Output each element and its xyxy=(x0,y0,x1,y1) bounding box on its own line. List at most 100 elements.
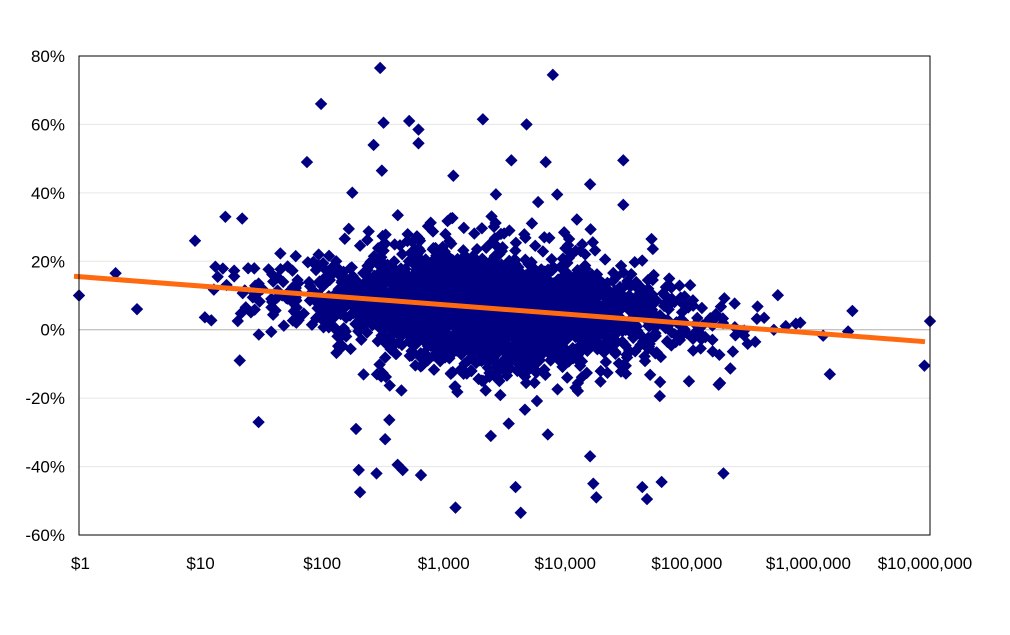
data-point xyxy=(525,256,538,269)
data-point xyxy=(393,239,407,252)
data-point xyxy=(388,337,401,351)
trendline xyxy=(73,273,926,345)
data-point xyxy=(628,256,641,269)
data-point xyxy=(344,262,357,275)
data-point xyxy=(566,305,580,319)
data-point xyxy=(451,385,464,399)
data-point xyxy=(741,337,754,351)
data-point xyxy=(389,347,402,361)
data-point xyxy=(547,336,560,349)
data-point xyxy=(413,234,427,247)
data-point xyxy=(536,245,550,258)
data-point xyxy=(419,304,432,317)
data-point xyxy=(519,336,533,350)
data-point xyxy=(502,288,515,302)
data-point xyxy=(686,299,700,312)
x-tick-label: $10 xyxy=(186,554,214,573)
data-point xyxy=(494,227,508,241)
data-point xyxy=(547,277,560,290)
data-point-outlier xyxy=(617,198,630,212)
data-point-outlier xyxy=(846,304,859,318)
data-point xyxy=(653,389,667,403)
data-point xyxy=(471,283,484,296)
data-point xyxy=(682,375,696,388)
data-point xyxy=(468,227,481,240)
data-point xyxy=(706,333,719,347)
data-point xyxy=(387,255,401,268)
data-point xyxy=(562,355,575,368)
data-point xyxy=(441,292,454,306)
data-point xyxy=(695,301,709,315)
data-point xyxy=(494,388,507,402)
data-point xyxy=(586,317,599,331)
data-point xyxy=(452,270,465,284)
data-point xyxy=(315,301,328,315)
data-point xyxy=(588,244,602,257)
data-point xyxy=(248,303,261,316)
data-point-outlier xyxy=(514,506,527,519)
data-point xyxy=(590,268,604,281)
data-point xyxy=(601,283,614,297)
data-point xyxy=(421,354,435,367)
y-axis-tick-labels: 80% 60% 40% 20% 0% -20% -40% -60% xyxy=(25,47,65,545)
data-point xyxy=(488,350,501,363)
data-point xyxy=(644,295,658,308)
data-point xyxy=(629,275,643,289)
data-point xyxy=(227,264,241,277)
data-point xyxy=(527,341,540,354)
data-point-outlier xyxy=(300,155,314,169)
data-point xyxy=(750,312,764,325)
data-point xyxy=(584,223,597,236)
data-point xyxy=(570,324,584,337)
data-point xyxy=(571,344,584,358)
data-point xyxy=(638,350,651,363)
data-point xyxy=(333,301,347,315)
data-point-outlier xyxy=(505,154,518,167)
data-point xyxy=(594,313,607,327)
data-point xyxy=(601,276,614,290)
data-point-outlier xyxy=(412,137,425,150)
data-point xyxy=(479,384,492,397)
data-point xyxy=(510,294,523,307)
data-point-outlier xyxy=(349,422,363,436)
data-point xyxy=(365,275,379,288)
data-point xyxy=(545,253,558,266)
data-point xyxy=(584,301,597,314)
data-point xyxy=(686,332,700,345)
data-point-outlier xyxy=(590,491,603,504)
data-point xyxy=(547,260,560,274)
x-tick-label: $1 xyxy=(71,554,90,573)
data-point xyxy=(477,353,490,366)
data-point xyxy=(489,371,503,384)
data-point xyxy=(361,263,374,277)
data-point xyxy=(434,322,447,336)
data-point xyxy=(588,291,602,305)
data-point xyxy=(586,236,600,249)
data-point xyxy=(198,311,212,324)
data-point xyxy=(529,239,542,252)
data-point-outlier xyxy=(396,463,409,477)
data-point-outlier xyxy=(314,97,328,111)
data-point xyxy=(427,363,441,376)
data-point xyxy=(718,292,731,305)
data-point xyxy=(505,258,518,271)
data-point xyxy=(297,307,310,320)
data-point xyxy=(442,277,455,291)
data-point xyxy=(591,342,604,356)
data-point xyxy=(562,232,576,246)
data-point xyxy=(453,255,466,268)
data-point xyxy=(531,195,545,209)
data-point xyxy=(464,258,477,272)
data-point xyxy=(556,293,569,306)
data-point xyxy=(319,263,333,277)
data-point xyxy=(556,252,570,265)
data-point xyxy=(543,231,556,245)
data-point xyxy=(424,216,437,229)
data-point xyxy=(431,257,444,270)
data-point xyxy=(695,333,708,346)
data-point xyxy=(527,348,541,362)
data-point xyxy=(328,264,341,277)
data-point xyxy=(312,248,325,261)
data-point xyxy=(757,311,771,325)
